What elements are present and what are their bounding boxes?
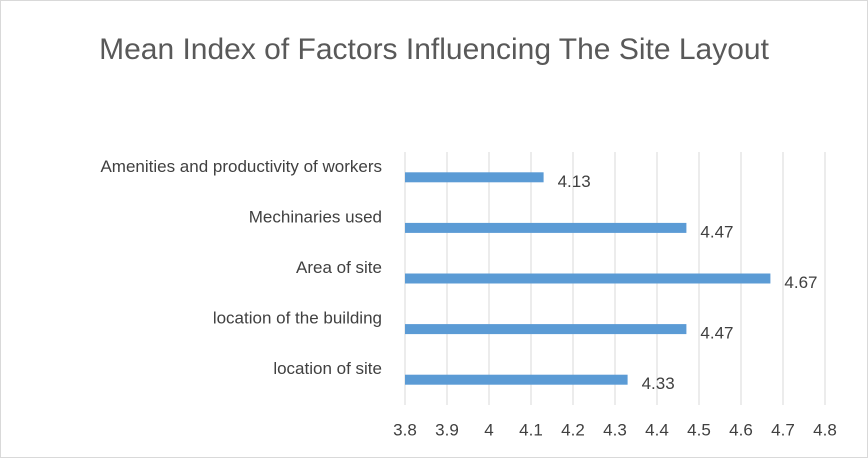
bar — [405, 172, 544, 183]
value-label: 4.67 — [784, 273, 817, 292]
x-tick-label: 4.5 — [687, 420, 711, 439]
value-label: 4.33 — [642, 374, 675, 393]
x-tick-label: 3.8 — [393, 420, 417, 439]
x-tick-label: 4.2 — [561, 420, 585, 439]
y-tick-label: location of site — [273, 359, 382, 378]
x-tick-label: 4.4 — [645, 420, 669, 439]
value-label: 4.47 — [700, 222, 733, 241]
bar — [405, 324, 687, 335]
x-tick-label: 4.7 — [771, 420, 795, 439]
bar — [405, 374, 628, 385]
chart-title: Mean Index of Factors Influencing The Si… — [99, 33, 769, 66]
x-tick-label: 4 — [484, 420, 493, 439]
y-tick-label: Area of site — [296, 258, 382, 277]
y-tick-label: Mechinaries used — [249, 207, 382, 226]
bar — [405, 273, 771, 284]
x-tick-label: 4.1 — [519, 420, 543, 439]
x-tick-label: 4.3 — [603, 420, 627, 439]
y-tick-label: Amenities and productivity of workers — [100, 157, 382, 176]
y-tick-label: location of the building — [213, 309, 382, 328]
bar — [405, 222, 687, 233]
x-tick-label: 4.8 — [813, 420, 837, 439]
x-tick-label: 3.9 — [435, 420, 459, 439]
value-label: 4.47 — [700, 324, 733, 343]
x-tick-label: 4.6 — [729, 420, 753, 439]
value-label: 4.13 — [558, 172, 591, 191]
